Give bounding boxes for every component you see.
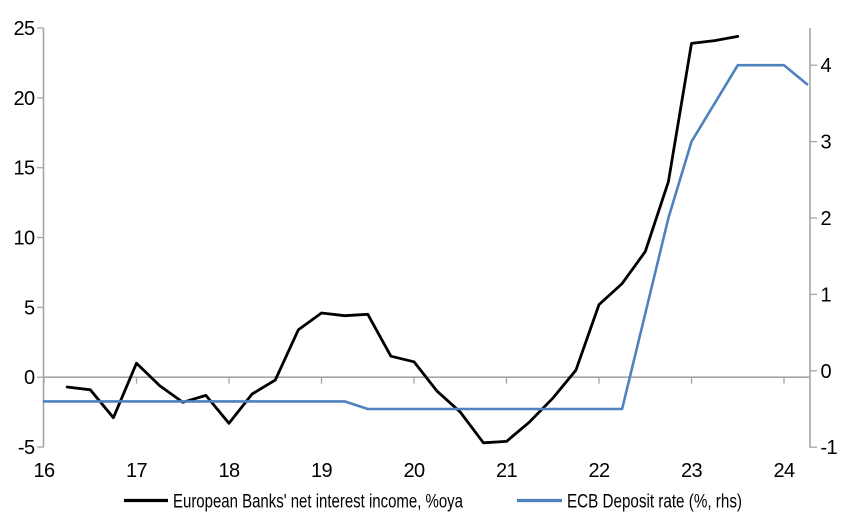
- right-axis-tick-label: -1: [821, 437, 838, 459]
- x-axis-tick-label: 24: [773, 460, 795, 482]
- left-axis-tick-label: 10: [13, 228, 35, 250]
- left-axis-tick-label: -5: [18, 437, 35, 459]
- x-axis-tick-label: 16: [33, 460, 55, 482]
- right-axis-tick-label: 4: [821, 55, 832, 77]
- right-axis-tick-label: 2: [821, 208, 832, 230]
- x-axis-tick-label: 20: [403, 460, 425, 482]
- left-axis-tick-label: 20: [13, 88, 35, 110]
- x-axis-tick-label: 22: [588, 460, 610, 482]
- series-line-net-interest-income: [65, 35, 740, 445]
- legend-label: European Banks' net interest income, %oy…: [173, 492, 463, 513]
- legend-item: ECB Deposit rate (%, rhs): [517, 492, 742, 513]
- left-axis-tick-label: 25: [13, 18, 35, 40]
- right-axis-tick-label: 1: [821, 284, 832, 306]
- legend-item: European Banks' net interest income, %oy…: [124, 492, 463, 513]
- right-axis-tick-label: 0: [821, 361, 832, 383]
- x-axis-tick-label: 21: [496, 460, 518, 482]
- left-axis-tick-label: 15: [13, 158, 35, 180]
- right-axis-tick-label: 3: [821, 132, 832, 154]
- x-axis-tick-label: 23: [681, 460, 703, 482]
- legend-label: ECB Deposit rate (%, rhs): [567, 492, 742, 513]
- left-axis-tick-label: 5: [24, 297, 35, 319]
- x-axis-tick-label: 17: [126, 460, 148, 482]
- x-axis-tick-label: 18: [218, 460, 240, 482]
- left-axis-tick-label: 0: [24, 367, 35, 389]
- series-line-ecb-deposit-rate: [42, 63, 809, 411]
- x-axis-tick-label: 19: [311, 460, 333, 482]
